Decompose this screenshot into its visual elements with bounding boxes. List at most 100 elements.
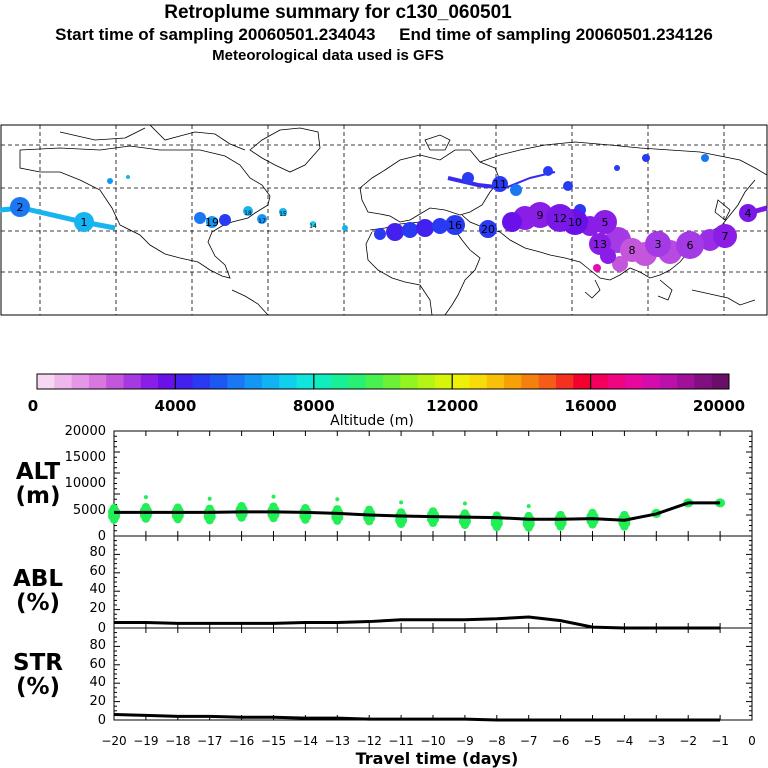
trajectory-particle bbox=[701, 154, 709, 162]
time-series-data bbox=[108, 494, 726, 722]
trajectory-day-label: 11 bbox=[493, 178, 507, 191]
colorbar-swatch bbox=[261, 374, 280, 389]
trajectory-day-label: 15 bbox=[279, 211, 287, 218]
trajectory-day-marker bbox=[676, 231, 704, 259]
colorbar-swatch bbox=[88, 374, 107, 389]
abl-tick-label: 60 bbox=[89, 564, 106, 579]
x-tick-label: −12 bbox=[357, 734, 382, 748]
colorbar-tick-label: 20000 bbox=[693, 397, 745, 415]
alt-particle-cluster bbox=[335, 497, 340, 502]
alt-panel-label: ALT bbox=[16, 459, 61, 485]
trajectory-day-marker bbox=[257, 214, 267, 224]
alt-particle-cluster bbox=[237, 501, 246, 510]
trajectory-day-label: 18 bbox=[244, 210, 252, 217]
trajectory-day-marker bbox=[589, 233, 611, 255]
fraction-in-boundary-layer-line bbox=[114, 615, 721, 630]
alt-particle-cluster bbox=[588, 508, 597, 516]
x-tick-label: −14 bbox=[293, 734, 318, 748]
alt-tick-label: 0 bbox=[98, 529, 106, 544]
trajectory-particle bbox=[502, 212, 522, 232]
trajectory-day-marker bbox=[206, 216, 218, 228]
map-frame bbox=[0, 124, 768, 316]
trajectory-particle bbox=[416, 219, 434, 237]
x-axis-tick-labels: −20 −19 −18 −17 −16 −15 −14 −13 −12 −11 −10 −9 −8 −7−… bbox=[101, 734, 755, 748]
x-tick-label: −10 bbox=[420, 734, 445, 748]
str-tick-label: 40 bbox=[89, 675, 106, 690]
trajectory-day-label: 12 bbox=[553, 212, 567, 225]
colorbar-swatch bbox=[452, 374, 470, 389]
trajectory-day-label: 16 bbox=[448, 219, 462, 232]
trajectory-day-marker bbox=[479, 220, 497, 238]
trajectory-day-marker bbox=[310, 221, 316, 227]
alt-particle-cluster bbox=[524, 511, 533, 520]
str-tick-label: 20 bbox=[89, 694, 106, 709]
alt-particle-cluster bbox=[143, 495, 148, 500]
x-tick-label: 0 bbox=[748, 734, 756, 748]
colorbar-swatch bbox=[227, 374, 246, 389]
colorbar-tick-labels: 0 4000 8000 12000 16000 20000 bbox=[28, 374, 745, 415]
colorbar-swatch bbox=[625, 374, 643, 389]
alt-particle-cluster bbox=[462, 501, 467, 506]
alt-particle-cluster bbox=[399, 500, 404, 505]
alt-particle-cluster bbox=[271, 494, 276, 499]
colorbar-swatch bbox=[331, 374, 349, 389]
colorbar-tick-label: 12000 bbox=[426, 397, 478, 415]
abl-tick-label: 0 bbox=[98, 621, 106, 636]
alt-particle-cluster bbox=[141, 503, 150, 511]
fraction-in-stratosphere-line bbox=[113, 712, 721, 722]
coastlines bbox=[19, 124, 768, 316]
abl-tick-label: 20 bbox=[89, 601, 106, 616]
colorbar-swatch bbox=[175, 374, 194, 389]
trajectory-day-label: 3 bbox=[655, 238, 662, 251]
alt-particle-cluster bbox=[526, 504, 531, 509]
x-tick-label: −13 bbox=[325, 734, 350, 748]
x-tick-label: −11 bbox=[388, 734, 413, 748]
alt-particle-cluster bbox=[301, 504, 310, 512]
alt-particle-cluster bbox=[620, 510, 629, 519]
str-tick-label: 80 bbox=[89, 638, 106, 653]
colorbar-swatch bbox=[521, 374, 540, 389]
time-series-panels bbox=[113, 430, 753, 721]
colorbar-swatch bbox=[590, 374, 609, 389]
alt-particle-cluster bbox=[397, 508, 406, 516]
trajectory-day-label: 5 bbox=[602, 216, 609, 229]
trajectory-day-label: 6 bbox=[687, 239, 694, 252]
trajectory-day-marker bbox=[445, 215, 465, 235]
colorbar-swatch bbox=[279, 374, 297, 389]
trajectory-particle bbox=[593, 264, 601, 272]
colorbar-swatch bbox=[573, 374, 592, 389]
x-axis-label: Travel time (days) bbox=[356, 749, 519, 768]
colorbar-swatch bbox=[348, 374, 367, 389]
colorbar-swatch bbox=[434, 374, 453, 389]
colorbar-swatch bbox=[417, 374, 436, 389]
trajectory-day-label: 4 bbox=[745, 207, 752, 220]
alt-particle-cluster bbox=[460, 509, 469, 517]
trajectory-particle bbox=[510, 184, 522, 196]
altitude-colorbar bbox=[36, 373, 730, 390]
trajectory-day-label: 2 bbox=[17, 201, 24, 214]
colorbar-swatch bbox=[607, 374, 626, 389]
trajectory-day-marker bbox=[279, 208, 287, 216]
alt-particle-cluster bbox=[269, 502, 278, 510]
colorbar-swatch bbox=[296, 374, 315, 389]
abl-panel-unit: (%) bbox=[16, 590, 60, 616]
trajectory-day-label: 14 bbox=[309, 223, 317, 230]
alt-particle-cluster bbox=[205, 504, 214, 512]
colorbar-frame bbox=[36, 373, 730, 390]
x-tick-label: −18 bbox=[165, 734, 190, 748]
sampling-time-subtitle: Start time of sampling 20060501.234043 E… bbox=[55, 25, 713, 44]
trajectory-particle bbox=[107, 178, 113, 184]
trajectory-particle bbox=[374, 228, 386, 240]
median-altitude-line bbox=[114, 501, 721, 522]
colorbar-swatch bbox=[140, 374, 159, 389]
x-tick-label: −4 bbox=[616, 734, 634, 748]
x-tick-label: −16 bbox=[229, 734, 254, 748]
trajectory-day-marker bbox=[243, 206, 253, 216]
str-tick-label: 0 bbox=[98, 713, 106, 728]
alt-panel-unit: (m) bbox=[16, 483, 61, 509]
trajectory-particle bbox=[342, 225, 348, 231]
trajectory-day-marker bbox=[492, 176, 508, 192]
alt-particle-cluster bbox=[173, 503, 182, 511]
colorbar-swatch bbox=[210, 374, 228, 389]
